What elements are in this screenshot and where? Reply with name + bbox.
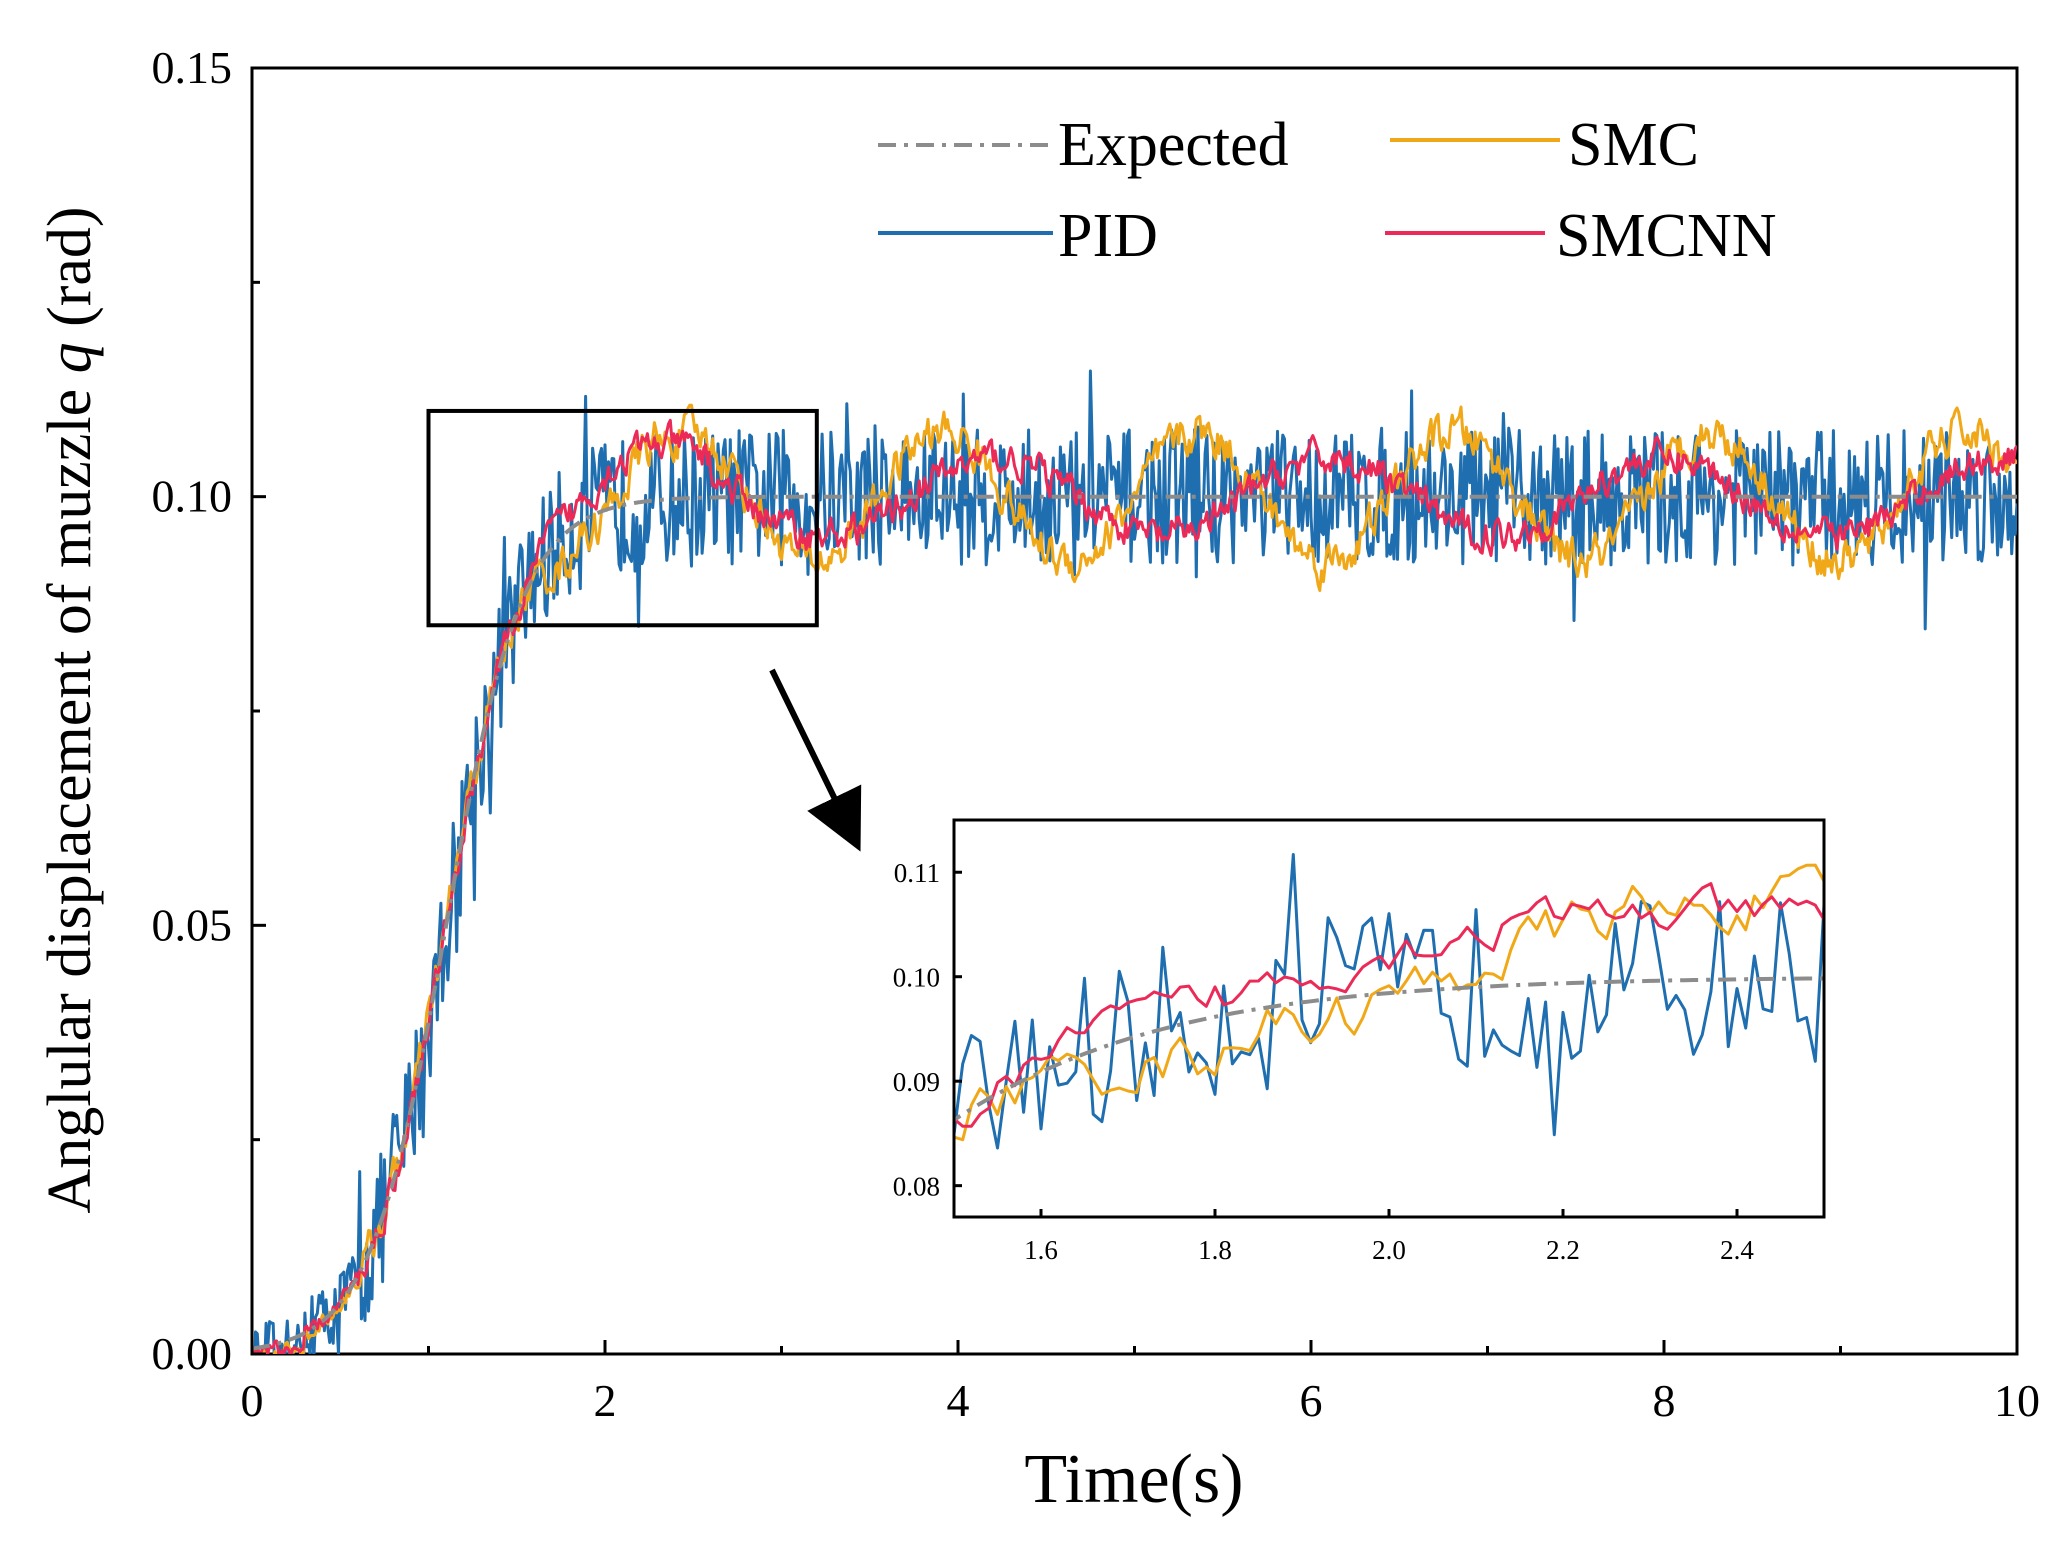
inset-x-tick-label: 2.0 <box>1372 1235 1406 1265</box>
legend-label-pid: PID <box>1058 202 1158 270</box>
x-tick-label: 8 <box>1653 1375 1676 1426</box>
x-axis-title: Time(s) <box>1024 1441 1243 1518</box>
x-tick-label: 2 <box>594 1375 617 1426</box>
x-tick-label: 4 <box>947 1375 970 1426</box>
y-tick-label: 0.05 <box>152 899 233 950</box>
x-tick-label: 0 <box>241 1375 264 1426</box>
zoom-arrow <box>769 668 862 852</box>
main-series-smcnn <box>252 418 2017 1354</box>
inset-y-tick-label: 0.11 <box>894 858 940 888</box>
inset-x-tick-label: 1.8 <box>1198 1235 1232 1265</box>
y-tick-label: 0.10 <box>152 471 233 522</box>
inset-y-tick-label: 0.10 <box>893 963 940 993</box>
inset-y-tick-label: 0.08 <box>893 1172 940 1202</box>
main-series-smc <box>252 403 2017 1354</box>
inset-series-smcnn <box>954 882 1824 1128</box>
legend: Expected SMC PID SMCNN <box>878 111 1777 270</box>
inset-background <box>954 820 1824 1217</box>
zoom-box <box>426 408 819 628</box>
y-tick-label: 0.00 <box>152 1328 233 1379</box>
y-axis-title: Anglular displacement of muzzle q (rad) <box>36 206 104 1213</box>
main-series-pid <box>253 369 2017 1354</box>
legend-label-smc: SMC <box>1568 111 1699 179</box>
inset-x-tick-label: 2.4 <box>1720 1235 1754 1265</box>
legend-item-smcnn: SMCNN <box>1385 202 1777 270</box>
x-tick-label: 6 <box>1300 1375 1323 1426</box>
inset-x-tick-label: 2.2 <box>1546 1235 1580 1265</box>
inset-series-smc <box>954 863 1824 1142</box>
y-tick-label: 0.15 <box>152 42 233 93</box>
legend-item-smc: SMC <box>1390 111 1699 179</box>
x-tick-label: 10 <box>1994 1375 2040 1426</box>
legend-label-expected: Expected <box>1058 111 1289 179</box>
inset-series-expected <box>954 976 1824 1123</box>
legend-item-pid: PID <box>878 202 1158 270</box>
legend-item-expected: Expected <box>878 111 1289 179</box>
main-series-expected <box>252 494 2017 1351</box>
inset-series-pid <box>954 853 1824 1150</box>
legend-label-smcnn: SMCNN <box>1556 202 1777 270</box>
inset-y-tick-label: 0.09 <box>893 1067 940 1097</box>
inset-x-tick-label: 1.6 <box>1024 1235 1058 1265</box>
